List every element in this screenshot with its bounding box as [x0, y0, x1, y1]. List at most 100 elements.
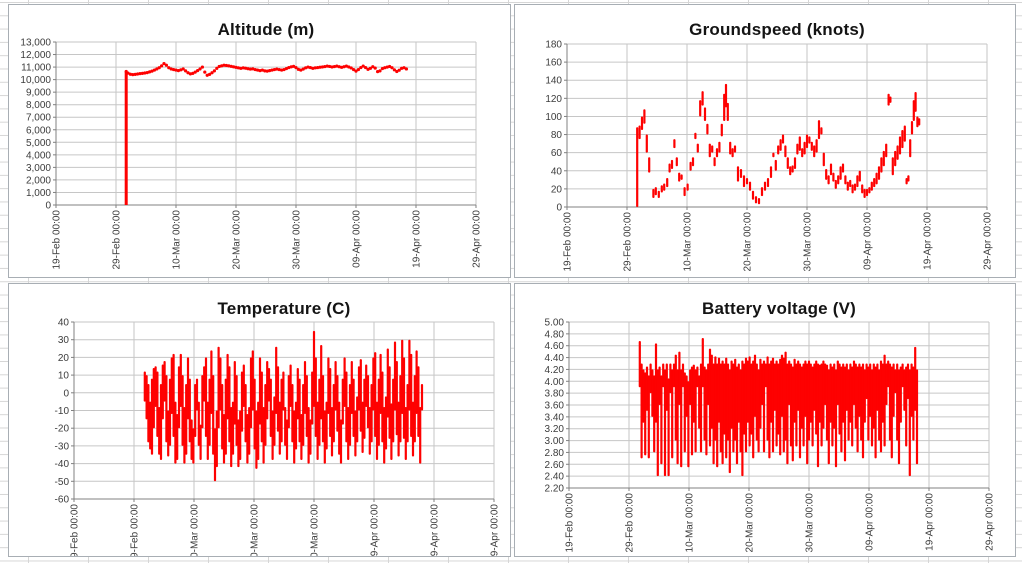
data-segment	[899, 366, 902, 423]
data-segment	[177, 366, 181, 429]
data-point	[371, 65, 375, 69]
data-segment	[644, 372, 647, 456]
chart-groundspeed[interactable]: Groundspeed (knots) 180 160 140 120 100 80 60 4…	[514, 4, 1016, 278]
data-segment	[350, 360, 353, 415]
data-point	[234, 65, 238, 69]
data-segment	[668, 163, 671, 173]
data-point	[184, 69, 188, 73]
data-segment	[723, 93, 726, 121]
data-segment	[143, 371, 146, 402]
x-tick-label: 19-Apr 00:00	[923, 212, 934, 270]
y-tick-label: -50	[55, 477, 70, 488]
chart-temperature[interactable]: Temperature (C) 40 30 20 10 0 -10 -20 -30 -40 -50…	[8, 283, 511, 557]
y-tick-label: 20	[551, 184, 563, 195]
data-segment	[784, 351, 787, 441]
data-segment	[694, 369, 697, 453]
data-segment	[716, 363, 719, 468]
data-segment	[264, 383, 267, 446]
data-point	[340, 65, 344, 69]
data-segment	[377, 378, 380, 446]
data-point	[179, 68, 183, 72]
data-point	[224, 63, 228, 68]
data-segment	[316, 401, 319, 461]
data-segment	[237, 419, 240, 468]
y-tick-label: 4,000	[26, 150, 51, 161]
data-point	[282, 67, 286, 72]
data-segment	[156, 371, 159, 438]
data-segment	[843, 366, 847, 462]
data-point	[265, 69, 269, 73]
data-segment	[779, 358, 782, 456]
axes	[71, 321, 495, 502]
data-segment	[865, 363, 868, 400]
data-segment	[854, 363, 857, 429]
data-segment	[815, 360, 818, 435]
data-segment	[846, 181, 849, 191]
data-segment	[255, 410, 258, 469]
data-segment	[219, 357, 222, 411]
data-point	[311, 66, 315, 70]
x-tick-label: 19-Apr 00:00	[412, 210, 423, 268]
data-segment	[395, 360, 398, 436]
x-tick-label: 20-Mar 00:00	[743, 212, 754, 272]
data-segment	[832, 172, 835, 182]
data-segment	[174, 401, 177, 464]
data-segment	[651, 369, 654, 417]
data-segment	[204, 357, 208, 438]
data-segment	[249, 357, 253, 429]
data-segment	[354, 410, 357, 457]
data-segment	[847, 369, 850, 441]
chart-battery[interactable]: Battery voltage (V) 5.00 4.80 4.60 4.40 4.20…	[514, 283, 1016, 557]
data-segment	[714, 356, 717, 441]
data-segment	[815, 139, 818, 153]
data-segment	[863, 188, 866, 198]
data-segment	[896, 363, 899, 441]
y-tick-label: 2.40	[545, 472, 565, 483]
data-segment	[810, 141, 813, 151]
data-segment	[896, 145, 899, 160]
y-tick-label: 1,000	[26, 188, 51, 199]
data-segment	[662, 363, 665, 388]
data-segment	[645, 134, 648, 153]
data-segment	[782, 357, 785, 453]
data-segment	[732, 363, 735, 453]
data-segment	[314, 357, 317, 438]
x-tick-label: 29-Feb 00:00	[625, 493, 636, 553]
data-segment	[147, 383, 150, 443]
y-tick-label: 4.40	[545, 353, 565, 364]
data-segment	[739, 168, 743, 179]
data-segment	[801, 148, 804, 158]
data-point	[294, 65, 298, 70]
data-point	[385, 65, 389, 69]
y-tick-label: 0	[556, 203, 562, 214]
data-segment	[762, 360, 766, 453]
data-point	[246, 67, 250, 71]
y-tick-label: 20	[58, 353, 70, 364]
x-tick-label: 19-Feb 00:00	[565, 493, 576, 553]
data-segment	[217, 346, 220, 429]
chart-altitude[interactable]: Altitude (m) 13,000 12,000 11,000 10,000 9,0…	[8, 4, 511, 278]
data-segment	[213, 428, 217, 482]
data-segment	[206, 401, 209, 461]
data-segment	[754, 196, 758, 204]
data-point	[373, 66, 377, 70]
data-segment	[834, 369, 838, 468]
y-tick-label: 3.00	[545, 436, 565, 447]
data-segment	[807, 360, 811, 441]
y-tick-label: 6,000	[26, 125, 51, 136]
data-segment	[734, 358, 737, 441]
data-point	[337, 65, 341, 69]
data-segment	[365, 364, 368, 407]
y-tick-label: 0	[63, 388, 69, 399]
data-point	[152, 68, 156, 72]
data-segment	[901, 363, 904, 388]
data-segment	[251, 350, 254, 411]
data-segment	[689, 369, 692, 405]
y-tick-label: 180	[545, 40, 562, 51]
data-segment	[179, 353, 182, 407]
data-segment	[233, 360, 236, 425]
data-segment	[731, 148, 734, 158]
x-tick-label: 20-Mar 00:00	[232, 210, 243, 270]
